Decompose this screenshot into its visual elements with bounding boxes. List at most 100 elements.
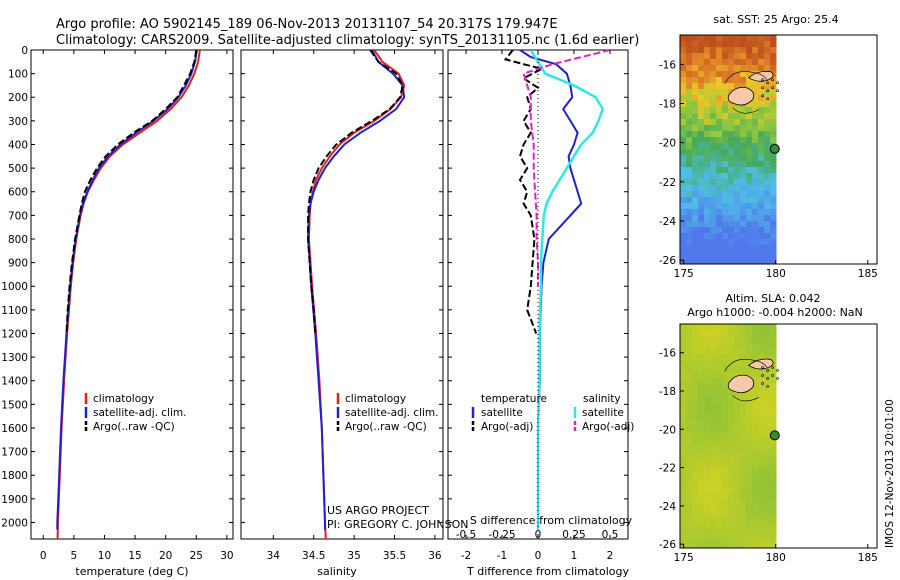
heatmap-cell [728, 432, 735, 439]
heatmap-cell [680, 227, 687, 234]
heatmap-cell [698, 516, 705, 523]
heatmap-cell [722, 498, 729, 505]
heatmap-cell [770, 167, 777, 174]
sst-heatmap-cells [680, 35, 777, 264]
heatmap-cell [734, 324, 741, 331]
reef-outline [724, 358, 767, 372]
heatmap-cell [692, 324, 699, 331]
heatmap-cell [752, 257, 759, 264]
heatmap-cell [686, 516, 693, 523]
sla-map-frame [679, 323, 878, 549]
heatmap-cell [764, 101, 771, 108]
heatmap-cell [752, 444, 759, 451]
heatmap-cell [716, 510, 723, 517]
islet [761, 374, 764, 377]
header-line-2: Climatology: CARS2009. Satellite-adjuste… [56, 33, 639, 48]
heatmap-cell [734, 83, 741, 90]
heatmap-cell [734, 522, 741, 529]
heatmap-cell [764, 342, 771, 349]
heatmap-cell [746, 35, 753, 42]
heatmap-cell [710, 522, 717, 529]
heatmap-cell [728, 65, 735, 72]
islet [761, 94, 764, 98]
heatmap-cell [680, 155, 687, 162]
heatmap-cell [716, 330, 723, 337]
heatmap-cell [740, 233, 747, 240]
heatmap-cell [734, 173, 741, 180]
heatmap-cell [746, 468, 753, 475]
heatmap-cell [740, 426, 747, 433]
heatmap-cell [698, 486, 705, 493]
pi-credit: PI: GREGORY C. JOHNSON [327, 518, 468, 531]
heatmap-cell [698, 179, 705, 186]
heatmap-cell [758, 203, 765, 210]
heatmap-cell [746, 227, 753, 234]
legend-temperature-title: temperature [481, 393, 547, 405]
heatmap-cell [758, 432, 765, 439]
heatmap-cell [758, 402, 765, 409]
heatmap-cell [722, 438, 729, 445]
heatmap-cell [710, 119, 717, 126]
heatmap-cell [770, 173, 777, 180]
heatmap-cell [686, 534, 693, 541]
heatmap-cell [686, 420, 693, 427]
lat-tick-label: -16 [659, 348, 676, 360]
legend-s-satellite-label: satellite [582, 407, 624, 419]
heatmap-cell [746, 101, 753, 108]
heatmap-cell [716, 360, 723, 367]
heatmap-cell [758, 167, 765, 174]
heatmap-cell [764, 336, 771, 343]
heatmap-cell [680, 390, 687, 397]
legend-climatology-label: climatology [93, 393, 154, 405]
heatmap-cell [722, 516, 729, 523]
heatmap-cell [722, 77, 729, 84]
heatmap-cell [692, 462, 699, 469]
heatmap-cell [698, 360, 705, 367]
heatmap-cell [692, 155, 699, 162]
heatmap-cell [710, 534, 717, 541]
heatmap-cell [686, 101, 693, 108]
heatmap-cell [746, 107, 753, 114]
heatmap-cell [764, 486, 771, 493]
heatmap-cell [746, 396, 753, 403]
heatmap-cell [680, 185, 687, 192]
sst-map: sat. SST: 25 Argo: 25.4 175 180 185 -16 -18 -… [659, 13, 878, 280]
heatmap-cell [716, 245, 723, 252]
heatmap-cell [716, 197, 723, 204]
heatmap-cell [740, 522, 747, 529]
heatmap-cell [752, 486, 759, 493]
heatmap-cell [698, 456, 705, 463]
heatmap-cell [698, 450, 705, 457]
heatmap-cell [764, 516, 771, 523]
heatmap-cell [692, 251, 699, 258]
salinity-argo-adj--line [522, 50, 611, 287]
heatmap-cell [692, 372, 699, 379]
heatmap-cell [680, 125, 687, 132]
heatmap-cell [764, 420, 771, 427]
heatmap-cell [764, 402, 771, 409]
heatmap-cell [680, 77, 687, 84]
heatmap-cell [746, 257, 753, 264]
heatmap-cell [770, 41, 777, 48]
heatmap-cell [752, 450, 759, 457]
heatmap-cell [680, 414, 687, 421]
heatmap-cell [722, 432, 729, 439]
heatmap-cell [686, 480, 693, 487]
heatmap-cell [746, 486, 753, 493]
heatmap-cell [716, 227, 723, 234]
heatmap-cell [740, 540, 747, 547]
heatmap-cell [758, 173, 765, 180]
heatmap-cell [752, 89, 759, 96]
heatmap-cell [722, 53, 729, 60]
heatmap-cell [704, 221, 711, 228]
heatmap-cell [698, 354, 705, 361]
heatmap-cell [698, 534, 705, 541]
heatmap-cell [686, 191, 693, 198]
heatmap-cell [746, 143, 753, 150]
heatmap-cell [746, 354, 753, 361]
heatmap-cell [722, 221, 729, 228]
heatmap-cell [710, 492, 717, 499]
heatmap-cell [722, 336, 729, 343]
heatmap-cell [686, 510, 693, 517]
heatmap-cell [692, 191, 699, 198]
